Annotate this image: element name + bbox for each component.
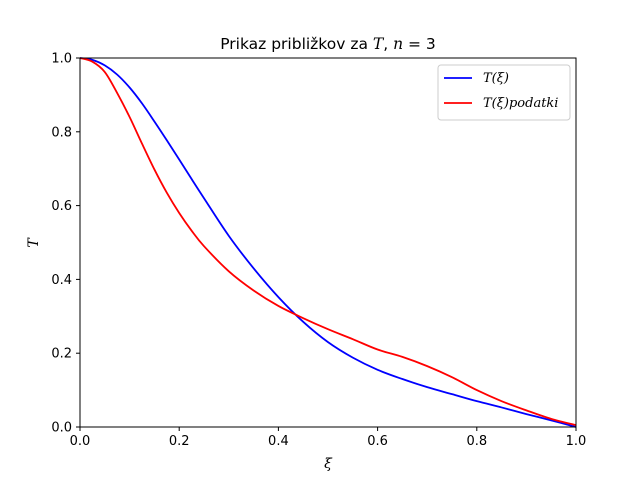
- y-tick-label: 0.2: [51, 347, 72, 362]
- x-tick-label: 0.4: [268, 434, 289, 449]
- x-tick-label: 1.0: [566, 434, 587, 449]
- title-eq: =: [403, 35, 426, 53]
- x-tick-label: 0.2: [169, 434, 190, 449]
- y-tick-label: 0.8: [51, 125, 72, 140]
- x-axis-label: ξ: [324, 456, 333, 472]
- x-tick-label: 0.8: [466, 434, 487, 449]
- x-tick-label: 0.6: [367, 434, 388, 449]
- title-n: n: [393, 35, 403, 53]
- x-tick-label: 0.0: [70, 434, 91, 449]
- legend-label-series-2: T(ξ)podatki: [483, 96, 558, 111]
- title-n-value: 3: [426, 35, 436, 53]
- series-line-1: [79, 57, 577, 428]
- chart-title: Prikaz približkov za T, n = 3: [220, 35, 436, 53]
- legend-label-series-1: T(ξ): [483, 71, 509, 86]
- y-tick-label: 0.0: [51, 421, 72, 436]
- ticks-layer: 0.0 0.2 0.4 0.6 0.8 1.0 0.0 0.2 0.4 0.6 0.8 1.0: [51, 52, 586, 450]
- axes-frame: [79, 57, 577, 428]
- y-tick-label: 0.6: [51, 199, 72, 214]
- series-line-2: [79, 57, 577, 427]
- y-axis-label: T: [26, 237, 42, 248]
- title-var: T: [373, 35, 385, 53]
- y-tick-label: 1.0: [51, 52, 72, 67]
- title-prefix: Prikaz približkov za: [220, 35, 373, 53]
- title-sep: ,: [383, 35, 393, 53]
- series-layer: [79, 57, 577, 428]
- legend: T(ξ) T(ξ)podatki: [437, 64, 571, 121]
- y-tick-label: 0.4: [51, 273, 72, 288]
